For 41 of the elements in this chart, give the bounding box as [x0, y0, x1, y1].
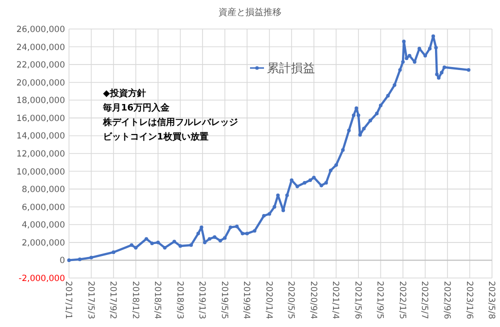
y-tick-label: 20,000,000: [16, 78, 65, 88]
legend-label: 累計損益: [267, 61, 315, 76]
y-tick-label: 16,000,000: [16, 114, 65, 124]
x-tick-label: 2023/5/8: [486, 281, 496, 320]
x-tick-label: 2017/9/2: [108, 281, 118, 320]
x-tick-label: 2022/1/5: [396, 281, 407, 320]
x-tick-label: 2019/1/3: [196, 281, 207, 320]
x-tick-label: 2021/1/4: [330, 281, 340, 320]
x-tick-label: 2022/5/7: [419, 281, 430, 320]
x-tick-label: 2020/9/4: [308, 281, 318, 320]
y-tick-label: 26,000,000: [16, 24, 65, 35]
x-tick-label: 2022/9/6: [442, 281, 452, 320]
annotation: ◆投資方針: [103, 88, 146, 99]
y-tick-label: 8,000,000: [22, 185, 65, 196]
y-tick-label: 24,000,000: [16, 42, 65, 53]
x-tick-label: 2018/1/2: [130, 281, 140, 320]
y-tick-label: 22,000,000: [16, 60, 65, 71]
y-tick-label: 18,000,000: [16, 96, 65, 106]
y-tick-label: 6,000,000: [22, 202, 65, 213]
x-tick-label: 2021/5/6: [352, 281, 362, 320]
y-tick-label: 10,000,000: [16, 167, 65, 178]
x-tick-label: 2018/9/3: [174, 281, 184, 320]
annotation: 毎月16万円入金: [102, 102, 171, 114]
chart-title: 資産と損益推移: [218, 7, 282, 18]
y-tick-label: 0: [60, 256, 65, 266]
x-tick-label: 2020/1/4: [263, 281, 274, 320]
x-tick-label: 2020/5/5: [286, 281, 296, 320]
y-tick-label: 12,000,000: [16, 149, 65, 160]
x-tick-label: 2017/5/3: [85, 281, 96, 320]
annotation: ビットコイン1枚買い放置: [103, 132, 208, 142]
x-tick-label: 2023/1/6: [464, 281, 474, 320]
y-tick-label: 14,000,000: [16, 132, 65, 142]
y-tick-label: 2,000,000: [22, 238, 65, 248]
x-tick-label: 2021/9/5: [374, 281, 385, 320]
x-tick-label: 2017/1/1: [63, 281, 74, 320]
annotation: 株デイトレは信用フルレバレッジ: [102, 117, 238, 128]
y-tick-label: 4,000,000: [22, 220, 65, 231]
x-tick-label: 2018/5/4: [152, 281, 162, 320]
y-tick-label: -2,000,000: [18, 274, 65, 284]
x-tick-label: 2019/5/5: [218, 281, 229, 320]
x-tick-label: 2019/9/4: [241, 281, 252, 320]
